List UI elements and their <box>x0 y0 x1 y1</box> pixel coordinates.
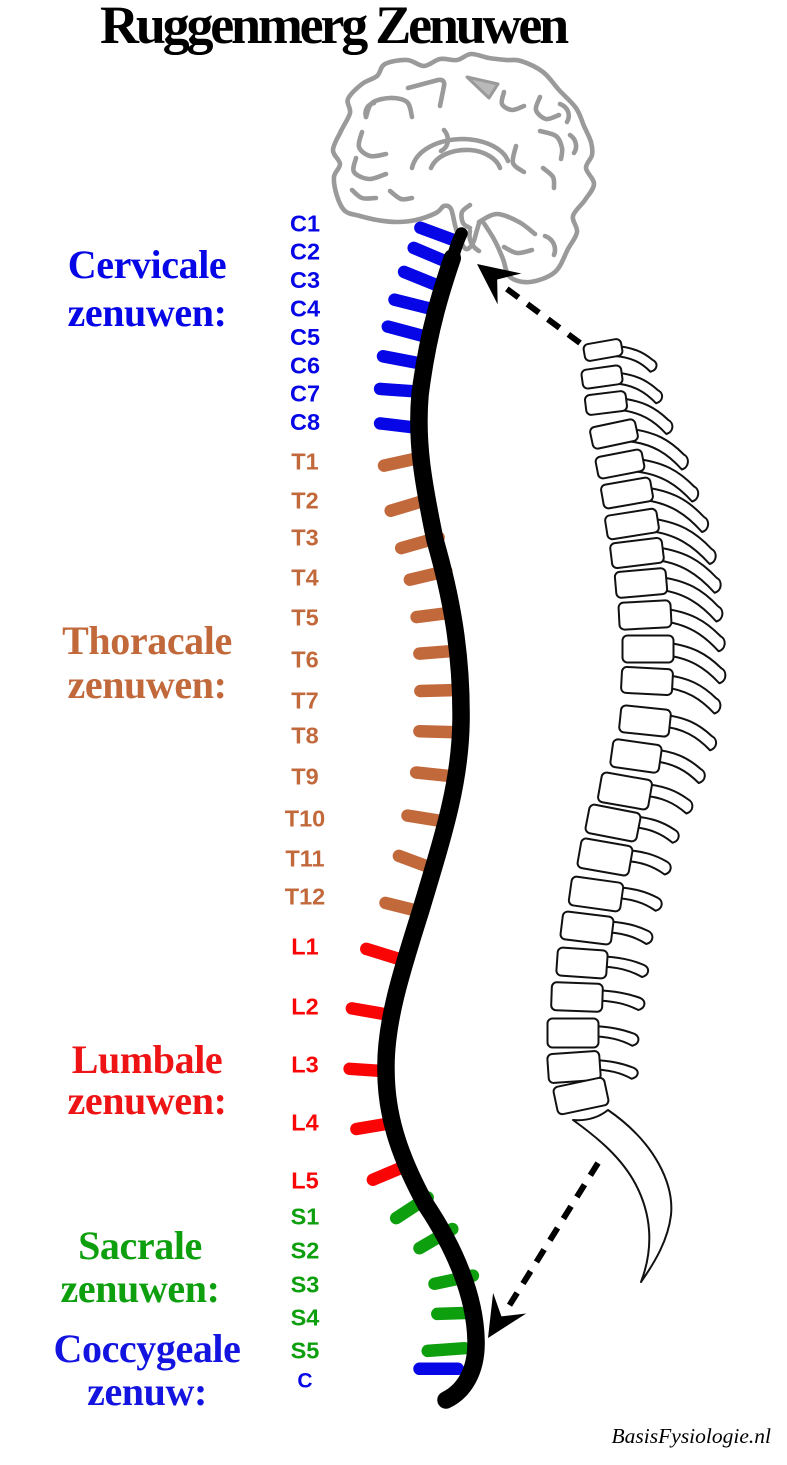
svg-text:C5: C5 <box>290 324 320 350</box>
svg-text:T9: T9 <box>291 764 318 790</box>
svg-text:L4: L4 <box>291 1110 318 1136</box>
svg-text:Thoracale: Thoracale <box>62 618 232 663</box>
svg-text:BasisFysiologie.nl: BasisFysiologie.nl <box>612 1424 771 1448</box>
svg-text:T11: T11 <box>285 846 324 872</box>
svg-text:C6: C6 <box>290 352 320 378</box>
svg-text:C1: C1 <box>290 210 320 236</box>
svg-text:Cervicale: Cervicale <box>68 242 227 287</box>
svg-text:S4: S4 <box>291 1305 320 1331</box>
svg-text:zenuw:: zenuw: <box>87 1369 207 1414</box>
svg-text:L5: L5 <box>291 1168 318 1194</box>
svg-text:T10: T10 <box>285 806 326 832</box>
svg-text:T8: T8 <box>291 723 318 749</box>
svg-text:T5: T5 <box>291 605 318 631</box>
svg-text:S5: S5 <box>291 1338 320 1364</box>
svg-text:T3: T3 <box>291 525 318 551</box>
svg-text:C7: C7 <box>290 381 320 407</box>
svg-text:T2: T2 <box>291 488 318 514</box>
svg-text:C8: C8 <box>290 409 320 435</box>
svg-text:T7: T7 <box>291 688 318 714</box>
svg-text:C: C <box>297 1370 312 1393</box>
svg-text:L1: L1 <box>291 934 318 960</box>
svg-text:C3: C3 <box>290 267 320 293</box>
svg-text:C2: C2 <box>290 239 320 265</box>
svg-text:T1: T1 <box>291 449 318 475</box>
svg-text:T6: T6 <box>291 647 318 673</box>
svg-text:C4: C4 <box>290 296 320 322</box>
svg-text:S1: S1 <box>291 1204 320 1230</box>
svg-text:zenuwen:: zenuwen: <box>67 1078 226 1123</box>
svg-text:L2: L2 <box>291 994 318 1020</box>
svg-text:zenuwen:: zenuwen: <box>67 290 226 335</box>
svg-text:T4: T4 <box>291 565 318 591</box>
svg-text:L3: L3 <box>291 1052 318 1078</box>
svg-text:Lumbale: Lumbale <box>72 1037 223 1082</box>
svg-text:zenuwen:: zenuwen: <box>60 1266 219 1311</box>
svg-text:S2: S2 <box>291 1238 320 1264</box>
svg-text:zenuwen:: zenuwen: <box>67 662 226 707</box>
svg-text:Ruggenmerg Zenuwen: Ruggenmerg Zenuwen <box>100 0 569 55</box>
svg-text:S3: S3 <box>291 1272 320 1298</box>
svg-text:T12: T12 <box>285 884 326 910</box>
svg-text:Coccygeale: Coccygeale <box>53 1326 240 1371</box>
svg-text:Sacrale: Sacrale <box>78 1223 202 1268</box>
